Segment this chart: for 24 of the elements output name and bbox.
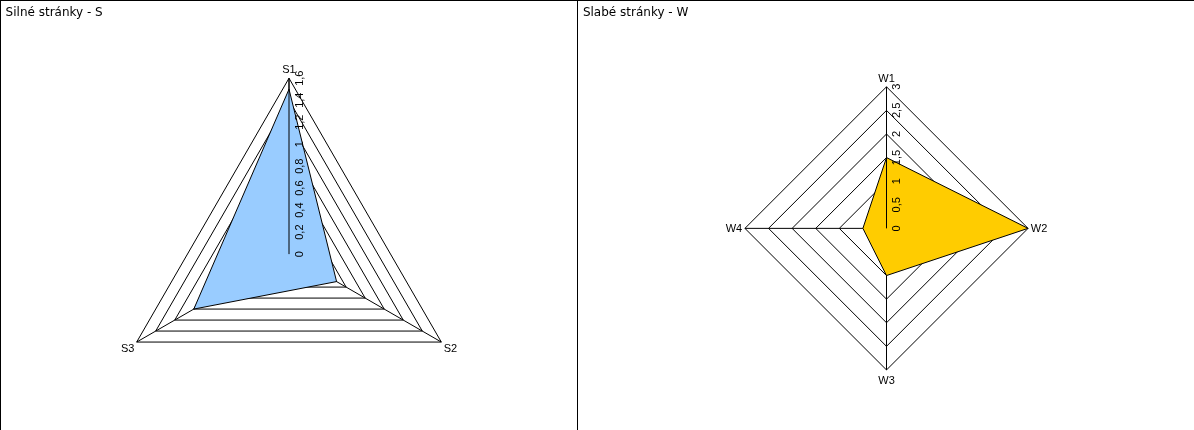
chart-title: Silné stránky - S <box>5 4 103 19</box>
y-tick-label: 0,6 <box>292 180 305 196</box>
y-tick-label: 0,4 <box>292 202 305 218</box>
y-tick-label: 0,2 <box>292 224 305 240</box>
y-tick-label: 2,5 <box>890 102 903 119</box>
spoke-label: W4 <box>725 222 743 235</box>
y-tick-label: 1 <box>890 178 903 185</box>
y-tick-label: 1,5 <box>890 149 903 166</box>
y-tick-label: 1,4 <box>292 92 305 108</box>
y-tick-label: 0 <box>292 251 305 258</box>
spoke-label: W2 <box>1030 222 1048 235</box>
chart-title: Slabé stránky - W <box>582 4 689 19</box>
y-tick-label: 0,8 <box>292 158 305 174</box>
y-tick-label: 2 <box>890 130 903 138</box>
y-tick-label: 1 <box>292 141 305 148</box>
spoke-label: S3 <box>120 342 135 355</box>
y-tick-label: 0,5 <box>890 197 903 213</box>
y-tick-label: 3 <box>890 83 903 90</box>
spoke-label: S2 <box>443 342 458 355</box>
y-tick-label: 0 <box>890 225 903 232</box>
spoke-label: W1 <box>878 71 895 84</box>
spoke-label: S1 <box>282 63 296 76</box>
spoke-label: W3 <box>878 373 895 386</box>
y-tick-label: 1,2 <box>292 114 305 130</box>
